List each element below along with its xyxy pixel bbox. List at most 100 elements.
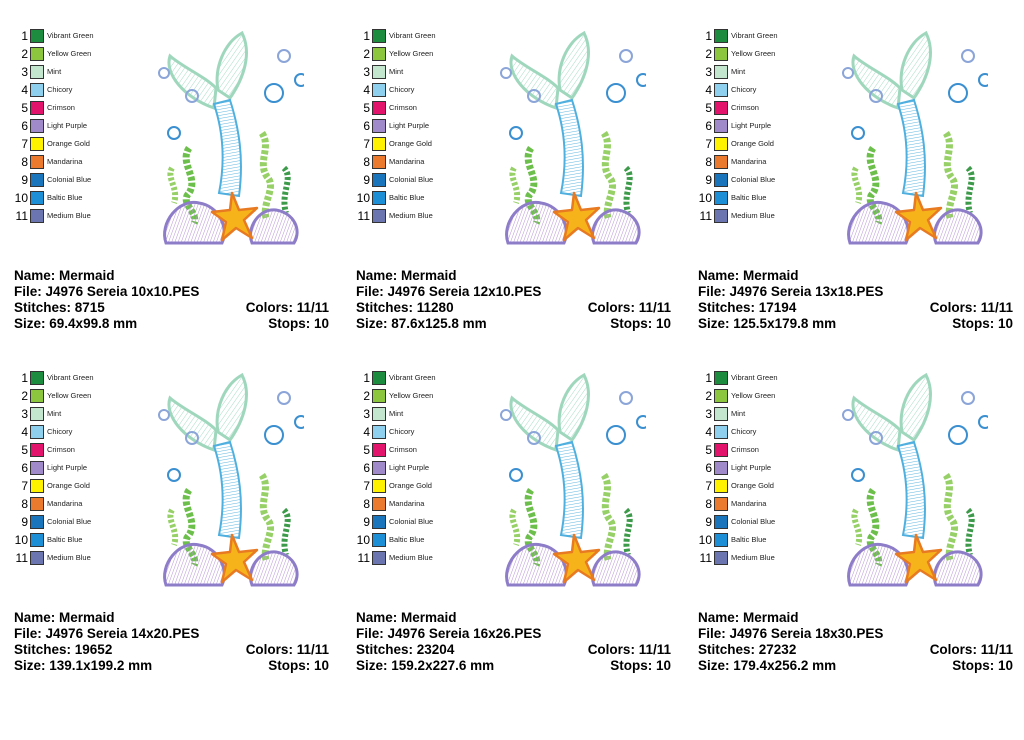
color-count: 11/11 [296, 300, 329, 315]
thread-color-name: Medium Blue [47, 211, 91, 220]
design-name: Mermaid [59, 268, 115, 283]
thread-color-name: Orange Gold [731, 481, 774, 490]
thread-color-name: Medium Blue [731, 211, 775, 220]
palette-number: 10 [356, 533, 370, 547]
palette-number: 3 [21, 65, 28, 79]
color-swatch [714, 101, 728, 115]
colors-label: Colors: [587, 642, 635, 657]
color-swatch [30, 389, 44, 403]
palette-row: 6 Light Purple [356, 460, 506, 478]
palette-number: 5 [705, 101, 712, 115]
palette-number: 7 [363, 479, 370, 493]
palette-number: 10 [356, 191, 370, 205]
palette-number: 7 [21, 479, 28, 493]
design-info: Name: Mermaid File: J4976 Sereia 10x10.P… [14, 268, 329, 332]
stitches-line: Stitches: 19652 Colors: 11/11 [14, 642, 329, 658]
color-swatch [372, 173, 386, 187]
name-label: Name: [14, 610, 56, 625]
palette-row: 5 Crimson [698, 442, 848, 460]
palette-row: 8 Mandarina [356, 496, 506, 514]
palette-row: 3 Mint [698, 64, 848, 82]
palette-row: 11 Medium Blue [698, 208, 848, 226]
palette-number: 9 [705, 515, 712, 529]
colors-label: Colors: [929, 300, 977, 315]
file-line: File: J4976 Sereia 14x20.PES [14, 626, 329, 642]
stops-label: Stops: [268, 316, 311, 331]
color-swatch [714, 497, 728, 511]
stops-group: Stops: 10 [952, 658, 1013, 674]
name-label: Name: [356, 268, 398, 283]
color-swatch [372, 551, 386, 565]
palette-number: 8 [21, 155, 28, 169]
palette-row: 11 Medium Blue [698, 550, 848, 568]
thread-color-name: Medium Blue [47, 553, 91, 562]
palette-number: 11 [357, 551, 370, 565]
palette-number: 4 [705, 83, 712, 97]
file-line: File: J4976 Sereia 13x18.PES [698, 284, 1013, 300]
palette-number: 11 [15, 551, 28, 565]
file-name: J4976 Sereia 18x30.PES [729, 626, 884, 641]
size-line: Size: 69.4x99.8 mm Stops: 10 [14, 316, 329, 332]
thread-color-name: Orange Gold [47, 139, 90, 148]
palette-number: 7 [705, 479, 712, 493]
palette-number: 8 [21, 497, 28, 511]
color-swatch [30, 407, 44, 421]
thread-color-name: Baltic Blue [47, 193, 83, 202]
palette-row: 2 Yellow Green [356, 388, 506, 406]
palette-number: 10 [14, 533, 28, 547]
palette-number: 4 [363, 425, 370, 439]
file-name: J4976 Sereia 12x10.PES [387, 284, 542, 299]
thread-color-name: Mint [731, 409, 746, 418]
palette-number: 6 [363, 461, 370, 475]
color-swatch [372, 155, 386, 169]
design-info: Name: Mermaid File: J4976 Sereia 13x18.P… [698, 268, 1013, 332]
thread-color-name: Crimson [47, 445, 75, 454]
stops-group: Stops: 10 [268, 316, 329, 332]
palette-number: 11 [699, 551, 712, 565]
stop-count: 10 [655, 316, 671, 331]
colors-group: Colors: 11/11 [930, 642, 1013, 658]
color-swatch [714, 65, 728, 79]
color-swatch [372, 137, 386, 151]
color-swatch [30, 137, 44, 151]
size-label: Size: [356, 316, 388, 331]
color-swatch [372, 209, 386, 223]
thread-color-name: Crimson [47, 103, 75, 112]
color-swatch [714, 389, 728, 403]
thread-color-name: Chicory [731, 427, 757, 436]
thread-color-name: Mint [389, 409, 404, 418]
color-swatch [372, 479, 386, 493]
size-line: Size: 179.4x256.2 mm Stops: 10 [698, 658, 1013, 674]
size-line: Size: 159.2x227.6 mm Stops: 10 [356, 658, 671, 674]
color-swatch [30, 443, 44, 457]
design-size: 87.6x125.8 mm [391, 316, 487, 331]
size-label: Size: [698, 316, 730, 331]
color-count: 11/11 [638, 642, 671, 657]
palette-row: 6 Light Purple [698, 118, 848, 136]
palette-row: 4 Chicory [356, 82, 506, 100]
design-name: Mermaid [743, 610, 799, 625]
palette-row: 7 Orange Gold [698, 136, 848, 154]
color-swatch [714, 173, 728, 187]
thread-color-name: Medium Blue [731, 553, 775, 562]
palette-row: 6 Light Purple [356, 118, 506, 136]
thread-color-name: Chicory [389, 85, 415, 94]
color-swatch [714, 83, 728, 97]
palette-row: 11 Medium Blue [14, 550, 164, 568]
stops-group: Stops: 10 [952, 316, 1013, 332]
palette-row: 4 Chicory [356, 424, 506, 442]
file-label: File: [356, 626, 384, 641]
color-swatch [714, 209, 728, 223]
palette-number: 9 [363, 515, 370, 529]
name-label: Name: [698, 610, 740, 625]
palette-row: 2 Yellow Green [14, 388, 164, 406]
color-swatch [372, 533, 386, 547]
thread-color-name: Colonial Blue [731, 517, 776, 526]
file-name: J4976 Sereia 13x18.PES [729, 284, 884, 299]
thread-color-name: Light Purple [731, 463, 772, 472]
file-label: File: [356, 284, 384, 299]
palette-row: 1 Vibrant Green [356, 28, 506, 46]
color-swatch [372, 191, 386, 205]
design-info: Name: Mermaid File: J4976 Sereia 14x20.P… [14, 610, 329, 674]
color-swatch [30, 461, 44, 475]
